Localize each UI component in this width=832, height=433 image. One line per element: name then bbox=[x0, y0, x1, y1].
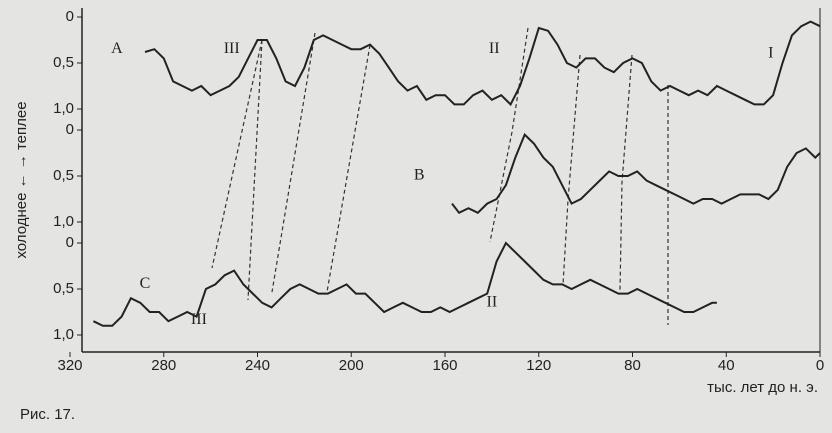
y-tick-label: 0,5 bbox=[53, 280, 74, 297]
series-line bbox=[144, 20, 821, 107]
x-tick-label: 240 bbox=[245, 357, 270, 374]
annotation: B bbox=[414, 167, 425, 184]
annotation: I bbox=[768, 44, 773, 61]
y-tick-label: 0 bbox=[66, 121, 74, 138]
series-line bbox=[451, 132, 821, 215]
x-tick-label: 0 bbox=[816, 357, 824, 374]
annotation: C bbox=[140, 275, 151, 292]
y-tick-label: 0,5 bbox=[53, 167, 74, 184]
annotation: III bbox=[224, 40, 240, 57]
dashed-line bbox=[619, 54, 633, 291]
y-tick-label: 1,0 bbox=[53, 100, 74, 117]
y-axis-label: холоднее ← → теплее bbox=[13, 101, 30, 258]
x-tick-label: 200 bbox=[339, 357, 364, 374]
caption: Рис. 17. bbox=[20, 406, 75, 423]
x-axis-label: тыс. лет до н. э. bbox=[707, 379, 818, 396]
x-tick-label: 40 bbox=[718, 357, 735, 374]
x-tick-label: 80 bbox=[624, 357, 641, 374]
y-tick-label: 1,0 bbox=[53, 213, 74, 230]
dashed-line bbox=[562, 54, 581, 286]
x-tick-label: 160 bbox=[432, 357, 457, 374]
x-tick-label: 280 bbox=[151, 357, 176, 374]
y-tick-label: 0 bbox=[66, 234, 74, 251]
annotation: A bbox=[111, 40, 123, 57]
annotation: II bbox=[487, 293, 498, 310]
y-tick-label: 0,5 bbox=[53, 54, 74, 71]
annotation: II bbox=[489, 40, 500, 57]
y-tick-label: 0 bbox=[66, 8, 74, 25]
dashed-line bbox=[271, 32, 316, 293]
dashed-line bbox=[247, 39, 263, 301]
series-line bbox=[92, 241, 717, 327]
dashed-line bbox=[211, 39, 263, 269]
annotation: III bbox=[191, 311, 207, 328]
correlation-lines bbox=[211, 27, 669, 325]
x-tick-label: 120 bbox=[526, 357, 551, 374]
dashed-line bbox=[326, 44, 371, 293]
y-tick-label: 1,0 bbox=[53, 326, 74, 343]
dashed-line bbox=[489, 27, 529, 243]
x-tick-label: 320 bbox=[57, 357, 82, 374]
